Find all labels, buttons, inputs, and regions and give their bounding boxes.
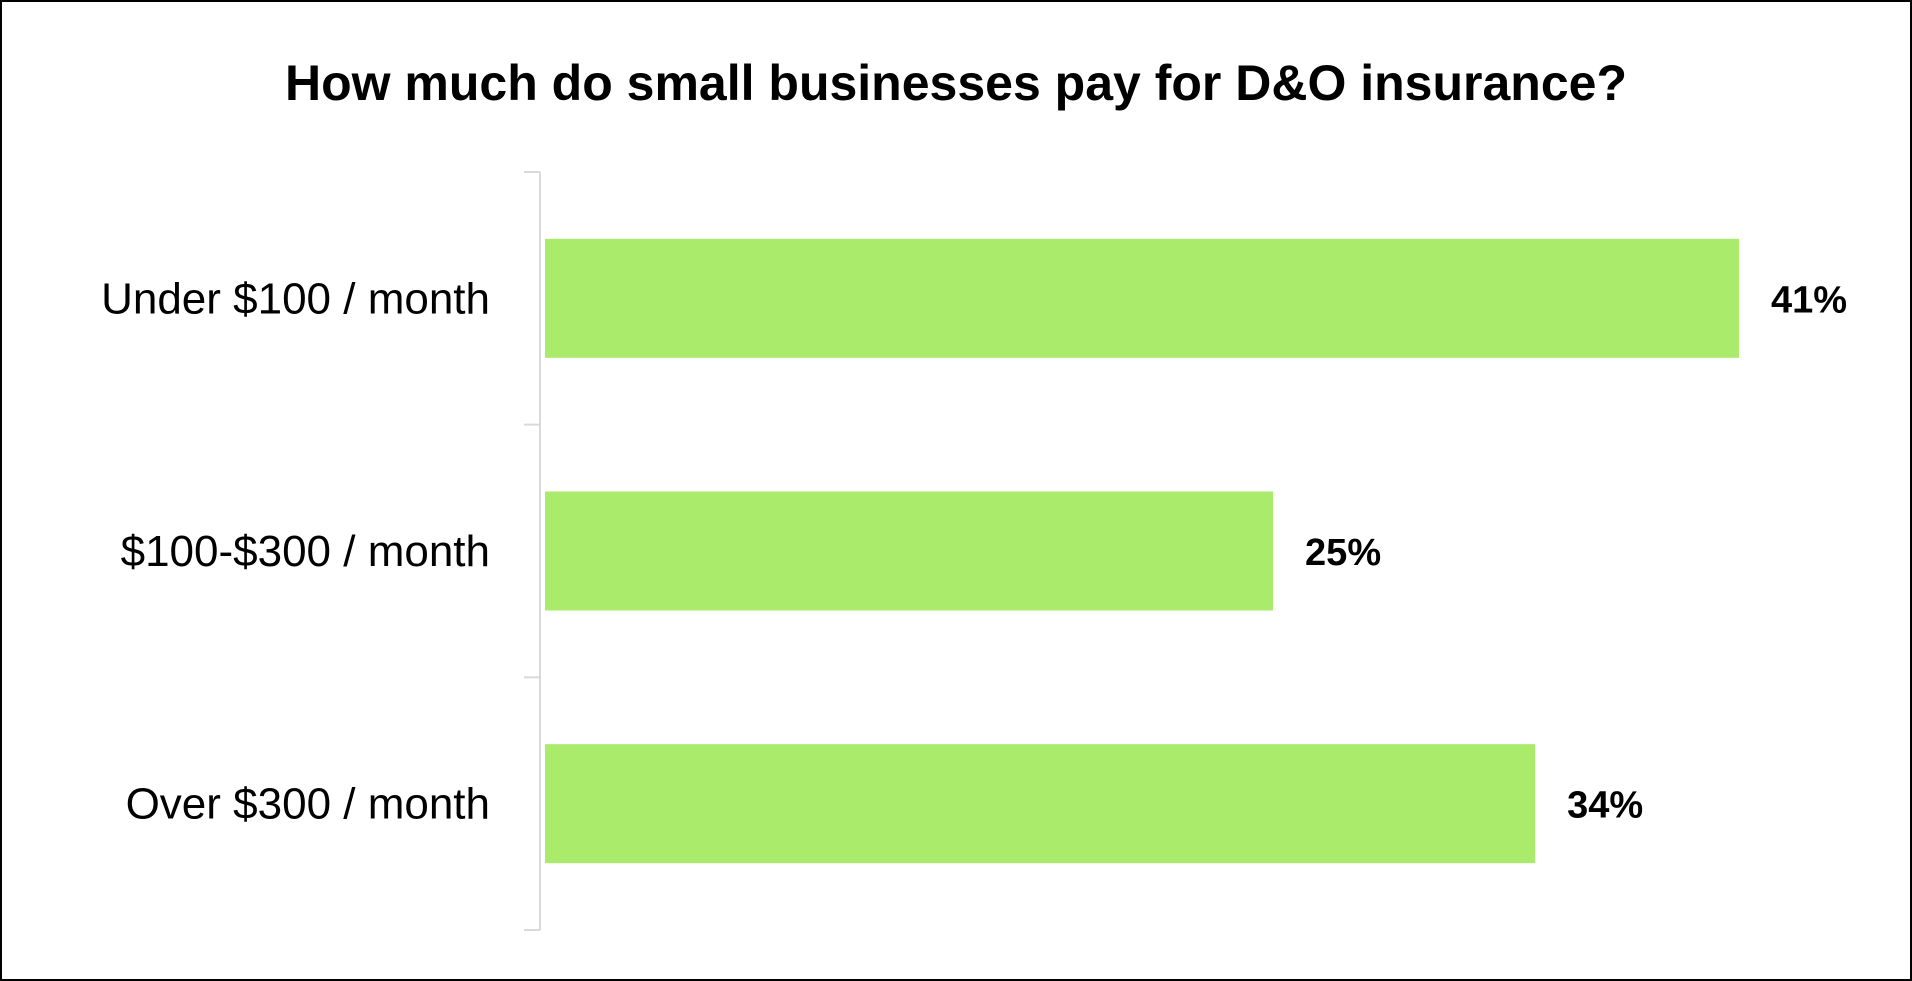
data-label: 41% [1771, 279, 1847, 321]
category-label: Over $300 / month [126, 780, 490, 829]
category-label: $100-$300 / month [121, 527, 490, 576]
bar [545, 491, 1274, 611]
chart-title: How much do small businesses pay for D&O… [285, 55, 1627, 111]
data-label: 34% [1567, 785, 1643, 827]
bar [545, 238, 1739, 358]
category-label: Under $100 / month [101, 274, 490, 323]
data-label: 25% [1305, 532, 1381, 574]
bar [545, 744, 1536, 864]
